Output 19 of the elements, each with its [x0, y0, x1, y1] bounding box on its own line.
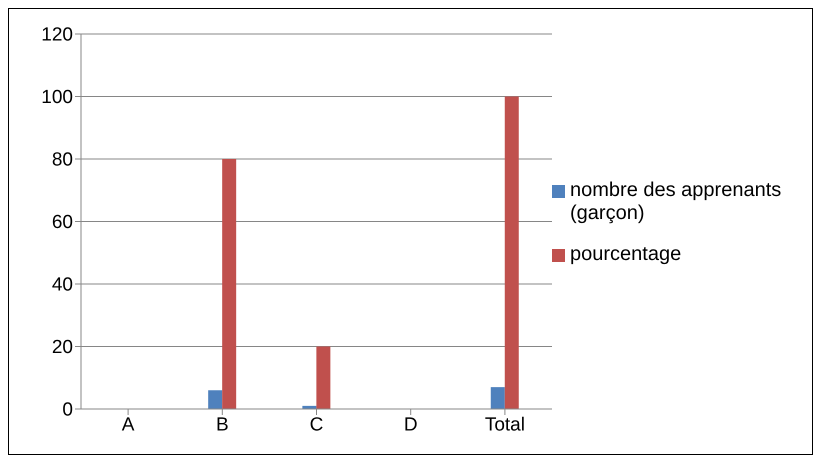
- y-tick-label: 100: [41, 87, 73, 108]
- x-tick-label: B: [216, 414, 229, 436]
- x-tick-label: A: [122, 414, 135, 436]
- bar: [504, 96, 519, 409]
- bar: [208, 390, 222, 409]
- bar: [222, 159, 236, 409]
- y-tick-label: 20: [52, 337, 73, 358]
- x-tick-label: D: [404, 414, 418, 436]
- y-tick-label: 40: [52, 274, 73, 296]
- bar: [490, 387, 505, 409]
- x-tick-label: Total: [484, 414, 525, 436]
- legend-label: pourcentage: [570, 243, 682, 266]
- y-tick-label: 120: [41, 24, 73, 46]
- bar: [316, 346, 330, 409]
- x-tick-label: C: [310, 414, 324, 436]
- y-tick-label: 0: [62, 400, 73, 421]
- y-tick-label: 60: [52, 212, 73, 234]
- y-tick-label: 80: [52, 150, 73, 171]
- legend-label: nombre des apprenants (garçon): [570, 179, 782, 225]
